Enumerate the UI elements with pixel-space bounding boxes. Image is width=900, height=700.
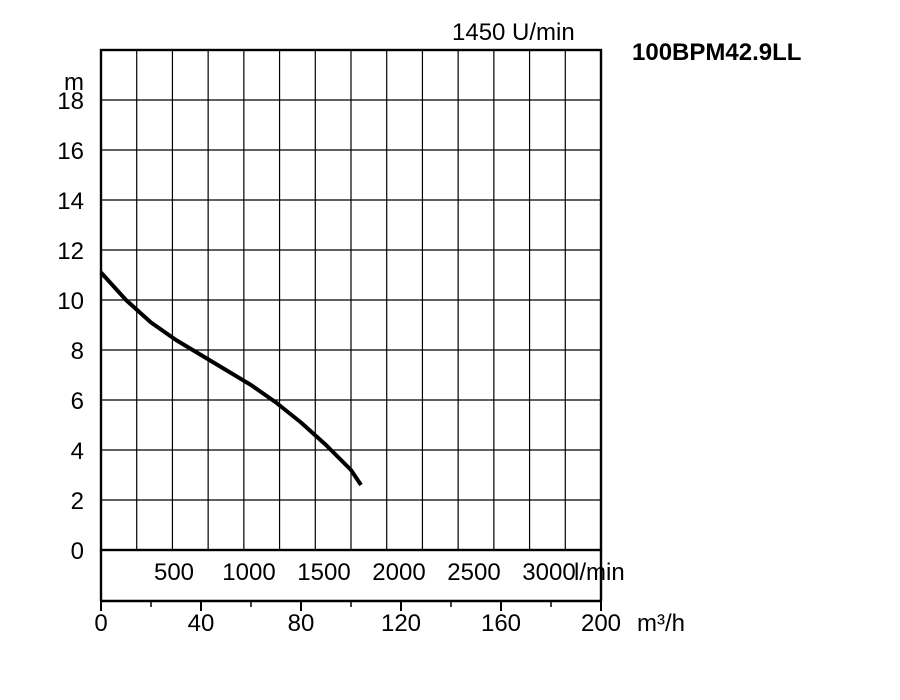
y-axis-label: m [64,69,84,96]
plot-frame [99,48,603,552]
x-axis-label: m³/h [637,610,685,637]
secondary-x-tick-label: 2500 [447,559,500,586]
y-tick-label: 6 [71,388,84,415]
secondary-x-tick-label: 3000 [522,559,575,586]
chart-grid [101,50,601,550]
secondary-x-tick-label: 2000 [372,559,425,586]
y-tick-label: 8 [71,338,84,365]
y-tick-label: 10 [57,288,84,315]
y-tick-label: 4 [71,438,84,465]
x-tick-label: 80 [288,610,315,637]
x-tick-label: 160 [481,610,521,637]
secondary-x-tick-label: 1000 [222,559,275,586]
x-tick-label: 120 [381,610,421,637]
head-flow-curve [99,271,363,487]
chart-subtitle: 1450 U/min [452,19,575,46]
y-tick-label: 2 [71,488,84,515]
chart-frame [99,48,603,611]
chart-labels: 0 2 4 6 8 10 12 14 16 18 0 40 80 120 160 200 500 1000 1500… [57,88,621,637]
y-tick-label: 18 [57,88,84,115]
x-tick-label: 0 [94,610,107,637]
secondary-x-axis-label: l/min [574,559,625,586]
x-tick-label: 40 [188,610,215,637]
y-tick-label: 0 [71,538,84,565]
y-tick-label: 16 [57,138,84,165]
y-tick-label: 14 [57,188,84,215]
secondary-x-tick-label: 1500 [297,559,350,586]
x-tick-label: 200 [581,610,621,637]
secondary-x-tick-label: 500 [154,559,194,586]
y-tick-label: 12 [57,238,84,265]
chart-title: 100BPM42.9LL [632,39,801,66]
curve-layer [99,271,363,487]
